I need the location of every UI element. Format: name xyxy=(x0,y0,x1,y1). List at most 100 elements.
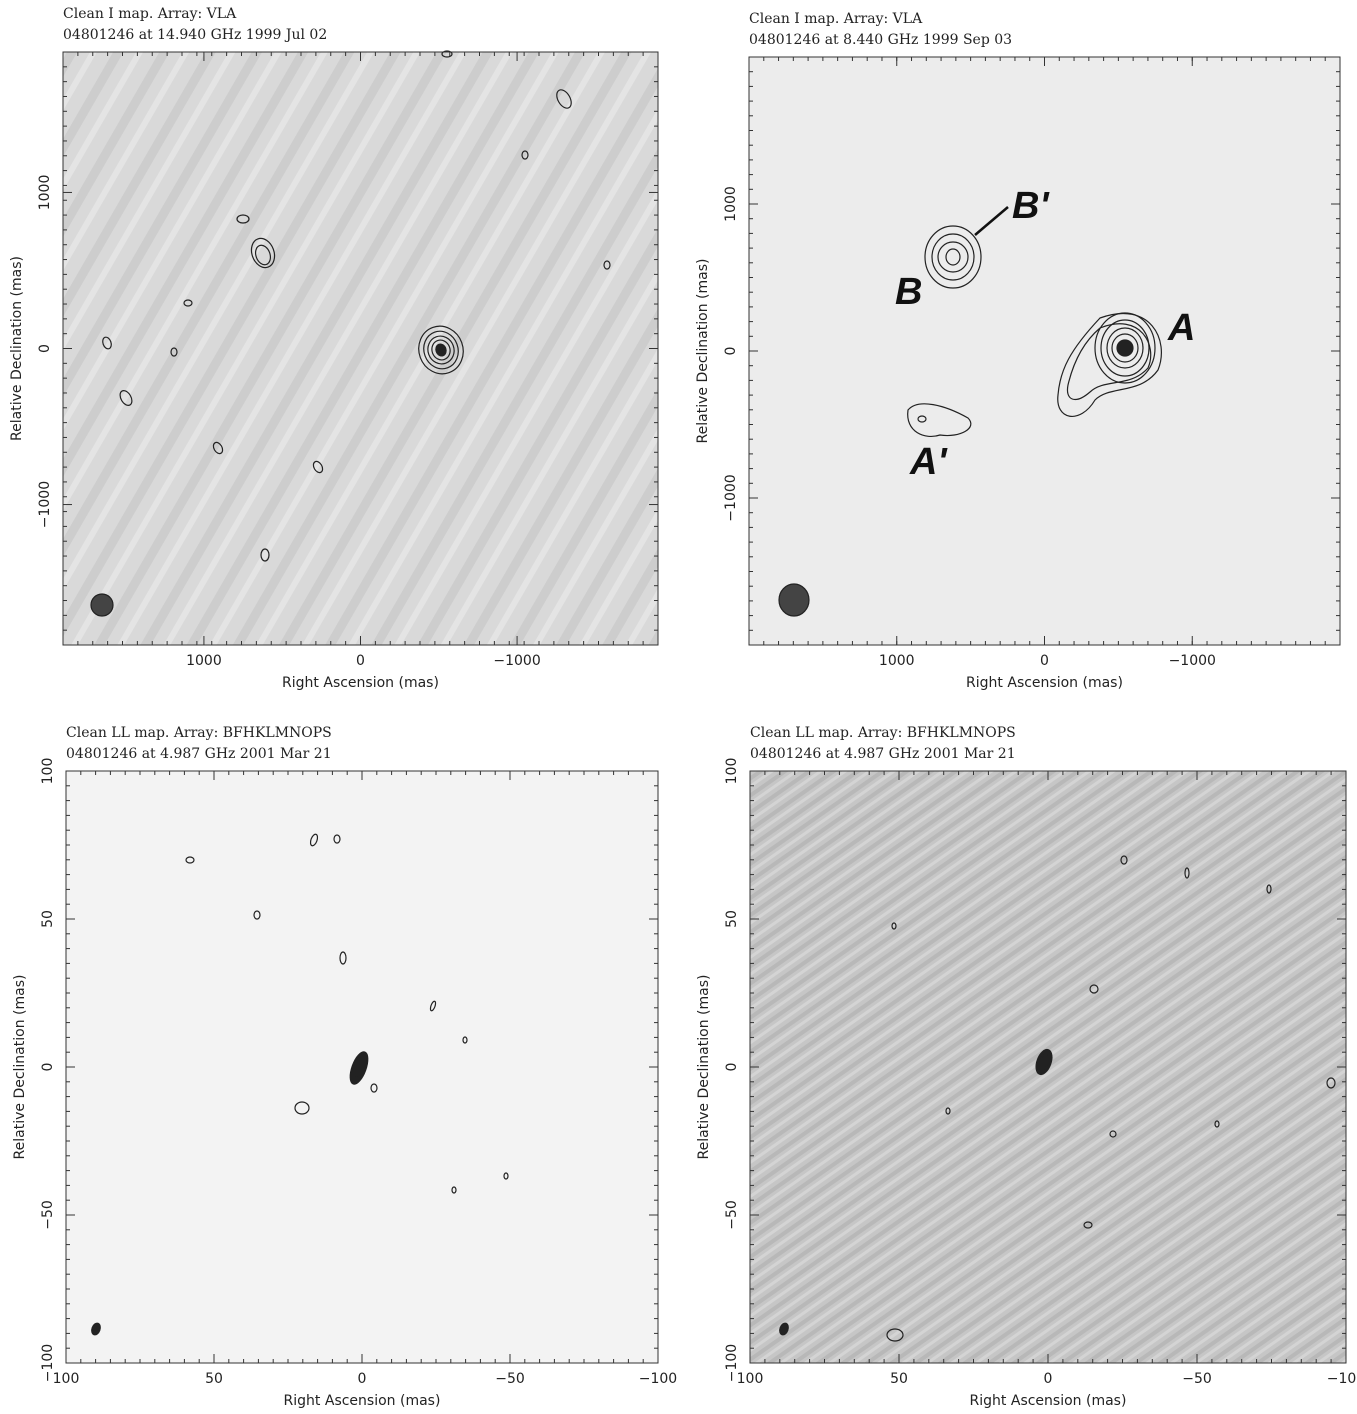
contour xyxy=(1184,867,1190,879)
x-tick-label: −1000 xyxy=(1169,653,1216,669)
y-tick-label: 0 xyxy=(723,347,739,356)
contour xyxy=(429,1000,437,1012)
y-axis-label: Relative Declination (mas) xyxy=(9,256,25,441)
contour xyxy=(170,347,178,357)
panel: 1000 0 −1000 −1000 0 1000 Right Ascension (mas… xyxy=(9,6,659,691)
y-tick-label: 50 xyxy=(724,910,740,928)
x-tick-label: 100 xyxy=(53,1371,80,1387)
x-tick-label: 0 xyxy=(358,1371,367,1387)
contour-core xyxy=(91,1322,101,1336)
panel-title: Clean LL map. Array: BFHKLMNOPS xyxy=(750,725,1016,741)
contour xyxy=(312,460,324,474)
contour xyxy=(294,1101,310,1115)
x-tick-label: −100 xyxy=(639,1371,677,1387)
y-tick-label: −50 xyxy=(40,1200,56,1230)
contour-core xyxy=(1038,1053,1050,1071)
contour xyxy=(1266,884,1272,894)
contour xyxy=(1100,319,1150,377)
annotation: B xyxy=(895,271,922,313)
y-tick-label: 0 xyxy=(37,344,53,353)
contour xyxy=(1111,333,1139,363)
contour xyxy=(441,50,453,58)
contour xyxy=(1089,984,1099,994)
y-axis-label: Relative Declination (mas) xyxy=(696,975,712,1160)
annotation: B' xyxy=(1012,185,1050,227)
x-axis-label: Right Ascension (mas) xyxy=(282,675,439,691)
y-tick-label: −1000 xyxy=(723,474,739,521)
x-axis-label: Right Ascension (mas) xyxy=(966,675,1123,691)
pointer xyxy=(974,206,1009,236)
contour-core xyxy=(90,593,114,617)
map-image xyxy=(749,57,1340,645)
y-tick-label: −50 xyxy=(724,1200,740,1230)
y-tick-label: 100 xyxy=(40,758,56,785)
x-tick-label: 1000 xyxy=(879,653,915,669)
x-tick-label: 100 xyxy=(737,1371,764,1387)
contour xyxy=(185,856,195,864)
x-tick-label: 50 xyxy=(205,1371,223,1387)
y-tick-label: 1000 xyxy=(723,186,739,222)
y-tick-label: 0 xyxy=(40,1063,56,1072)
panel-title: Clean I map. Array: VLA xyxy=(63,6,237,22)
contour xyxy=(886,1328,904,1342)
contour-core xyxy=(1116,339,1134,357)
contour xyxy=(253,910,261,920)
contour xyxy=(254,244,272,266)
contour xyxy=(556,89,572,109)
x-tick-label: −50 xyxy=(1182,1371,1212,1387)
x-tick-label: 0 xyxy=(356,653,365,669)
contour xyxy=(418,325,464,375)
contour xyxy=(236,214,250,224)
panel-subtitle: 04801246 at 4.987 GHz 2001 Mar 21 xyxy=(66,746,332,762)
panel-title: Clean I map. Array: VLA xyxy=(749,11,923,27)
y-tick-label: 1000 xyxy=(37,175,53,211)
x-tick-label: 0 xyxy=(1040,653,1049,669)
y-axis-label: Relative Declination (mas) xyxy=(695,259,711,444)
contour xyxy=(1083,1221,1093,1229)
contour xyxy=(603,260,611,270)
contour xyxy=(451,1186,457,1194)
contour xyxy=(945,1107,951,1115)
panel-subtitle: 04801246 at 14.940 GHz 1999 Jul 02 xyxy=(63,27,327,43)
y-tick-label: −100 xyxy=(724,1344,740,1382)
contour xyxy=(183,299,193,307)
contour-core xyxy=(778,583,810,617)
x-axis-label: Right Ascension (mas) xyxy=(284,1393,441,1409)
contour xyxy=(102,336,112,350)
y-tick-label: 100 xyxy=(724,758,740,785)
x-tick-label: −100 xyxy=(1327,1371,1357,1387)
contour xyxy=(1057,312,1162,418)
contour xyxy=(212,441,224,455)
contour xyxy=(1109,1130,1117,1138)
x-tick-label: −1000 xyxy=(493,653,540,669)
x-tick-label: 1000 xyxy=(186,653,222,669)
contour xyxy=(427,335,455,365)
contour xyxy=(1120,855,1128,865)
annotation: A xyxy=(1167,307,1195,349)
panel-subtitle: 04801246 at 8.440 GHz 1999 Sep 03 xyxy=(749,32,1012,48)
contour xyxy=(309,833,319,847)
contour-core xyxy=(435,343,447,357)
contour xyxy=(119,390,133,406)
contour xyxy=(937,241,969,273)
x-tick-label: 50 xyxy=(890,1371,908,1387)
panel-subtitle: 04801246 at 4.987 GHz 2001 Mar 21 xyxy=(750,746,1016,762)
panel: 100 50 0 −50 −100 −100 −50 0 50 100 Right Ascensio… xyxy=(696,725,1357,1409)
contour xyxy=(1066,323,1152,401)
contour xyxy=(924,225,982,289)
y-tick-label: 0 xyxy=(724,1063,740,1072)
y-tick-label: −100 xyxy=(40,1344,56,1382)
contour xyxy=(891,922,897,930)
panel: 100 50 0 −50 −100 −100 −50 0 50 100 Right Ascensio… xyxy=(12,725,677,1409)
panel-title: Clean LL map. Array: BFHKLMNOPS xyxy=(66,725,332,741)
contour xyxy=(917,415,927,423)
contour xyxy=(250,237,276,269)
x-axis-label: Right Ascension (mas) xyxy=(970,1393,1127,1409)
y-tick-label: −1000 xyxy=(37,481,53,528)
contour xyxy=(945,248,961,266)
contour xyxy=(1214,1120,1220,1128)
annotation: A' xyxy=(909,441,948,483)
y-axis-label: Relative Declination (mas) xyxy=(12,975,28,1160)
panel: B' B A A' 1000 0 −1000 −1000 0 1000 Right Ascensio… xyxy=(695,11,1341,691)
